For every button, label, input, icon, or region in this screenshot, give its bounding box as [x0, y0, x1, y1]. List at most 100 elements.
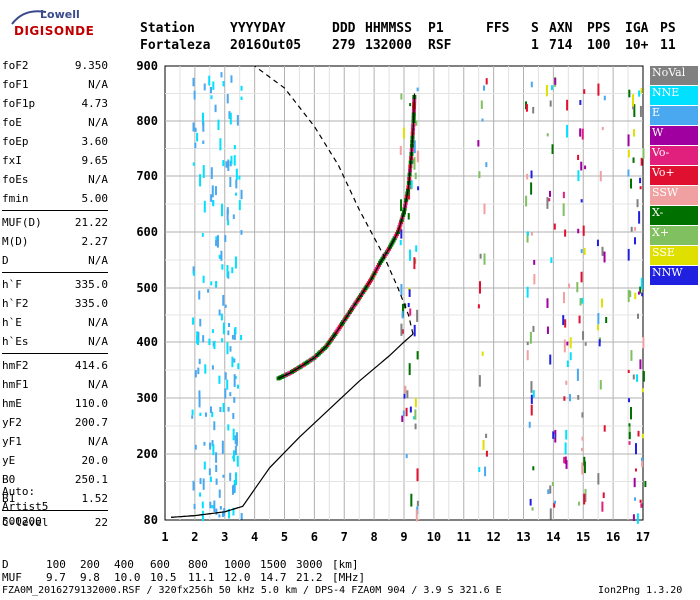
echo-mark	[628, 441, 631, 445]
x-tick-label: 14	[546, 530, 560, 544]
echo-mark	[220, 72, 223, 78]
echo-mark	[402, 127, 405, 139]
echo-mark	[584, 494, 587, 503]
echo-mark	[192, 162, 195, 166]
echo-mark	[414, 409, 417, 420]
echo-mark	[233, 155, 236, 166]
echo-mark	[628, 431, 631, 440]
echo-mark	[549, 485, 552, 494]
echo-mark	[196, 132, 199, 142]
echo-mark	[209, 406, 212, 413]
echo-mark	[529, 331, 532, 344]
echo-mark	[478, 171, 481, 179]
echo-mark	[578, 501, 581, 506]
echo-mark	[640, 503, 643, 508]
echo-mark	[554, 429, 557, 443]
echo-mark	[601, 246, 604, 256]
muf-value: 10.0	[114, 571, 141, 584]
header-label-0: Station	[140, 21, 195, 36]
echo-mark	[413, 257, 416, 270]
auto-program: Artist5	[2, 500, 49, 513]
y-tick-label: 80	[144, 513, 158, 527]
echo-mark	[584, 342, 587, 346]
echo-mark	[211, 440, 214, 447]
header-value-2: Out05	[262, 38, 302, 53]
param-row: foEp 3.60	[2, 132, 108, 151]
echo-mark	[636, 513, 639, 524]
header-label-3: DDD	[332, 21, 356, 36]
param-divider	[2, 510, 108, 511]
echo-mark	[580, 161, 583, 171]
echo-mark	[630, 407, 633, 420]
echo-mark	[630, 350, 633, 361]
echo-mark	[562, 191, 565, 199]
echo-mark	[235, 472, 238, 486]
echo-mark	[232, 428, 235, 441]
header-label-1: YYYY	[230, 21, 262, 36]
echo-mark	[229, 346, 232, 352]
param-row: B0 250.1	[2, 470, 108, 489]
echo-mark	[602, 492, 605, 499]
param-name: MUF(D)	[2, 216, 42, 229]
echo-mark	[562, 203, 565, 217]
param-row: hmE 110.0	[2, 394, 108, 413]
echo-mark	[191, 409, 194, 416]
echo-mark	[641, 292, 644, 297]
echo-mark	[208, 468, 211, 476]
echo-mark	[194, 127, 197, 132]
legend-x-: X-	[650, 206, 698, 225]
d-value: 800	[188, 558, 208, 571]
param-row: hmF2 414.6	[2, 356, 108, 375]
param-divider	[2, 210, 108, 211]
param-row: foF1p 4.73	[2, 94, 108, 113]
echo-mark	[234, 445, 237, 456]
echo-mark	[526, 231, 529, 236]
echo-mark	[576, 368, 579, 381]
echo-mark	[233, 358, 236, 363]
echo-mark	[401, 303, 404, 317]
echo-mark	[597, 473, 600, 485]
y-tick-label: 200	[136, 447, 158, 461]
param-row: foF2 9.350	[2, 56, 108, 75]
x-tick-label: 3	[221, 530, 228, 544]
echo-mark	[563, 292, 566, 304]
echo-mark	[628, 423, 631, 427]
echo-mark	[581, 412, 584, 418]
echo-mark	[215, 281, 218, 288]
echo-mark	[416, 351, 419, 360]
echo-mark	[483, 203, 486, 215]
echo-mark	[627, 248, 630, 261]
param-name: yF2	[2, 416, 22, 429]
echo-mark	[414, 423, 417, 430]
param-row: h`F 335.0	[2, 275, 108, 294]
echo-mark	[201, 112, 204, 126]
muf-value: 14.7	[260, 571, 287, 584]
param-row: D N/A	[2, 251, 108, 270]
param-value: 9.65	[81, 154, 109, 167]
echo-mark	[415, 120, 418, 126]
header-value-8: 714	[549, 38, 573, 53]
echo-mark	[415, 509, 418, 522]
echo-mark	[232, 507, 235, 516]
header-label-11: PS	[660, 21, 676, 36]
echo-mark	[580, 199, 583, 203]
echo-mark	[545, 84, 548, 97]
echo-mark	[533, 259, 536, 265]
echo-mark	[551, 481, 554, 486]
logo-swoosh-icon	[11, 10, 47, 25]
echo-mark	[228, 322, 231, 328]
echo-mark	[579, 298, 582, 306]
echo-mark	[532, 106, 535, 114]
echo-mark	[581, 462, 584, 475]
echo-mark	[233, 374, 236, 387]
echo-mark	[641, 460, 644, 468]
echo-mark	[639, 359, 642, 370]
echo-mark	[212, 81, 215, 90]
echo-mark	[198, 358, 201, 365]
param-name: yF1	[2, 435, 22, 448]
echo-mark	[218, 375, 221, 384]
echo-mark	[238, 175, 241, 180]
param-value: N/A	[88, 335, 108, 348]
muf-value: 10.5	[150, 571, 177, 584]
echo-mark	[220, 250, 223, 261]
